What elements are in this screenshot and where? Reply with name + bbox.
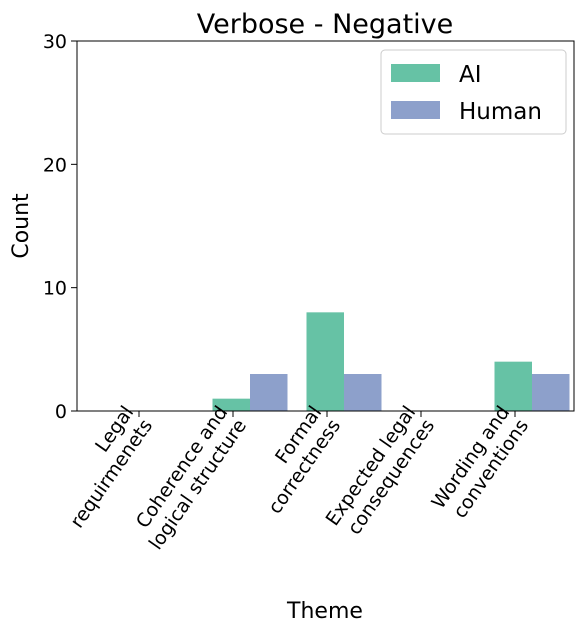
- x-tick-label-text: Expected legalconsequences: [322, 402, 440, 543]
- plot-frame: [76, 40, 575, 412]
- bar-human-4: [532, 374, 570, 411]
- bar-ai-4: [494, 361, 532, 411]
- chart-title: Verbose - Negative: [197, 9, 454, 40]
- legend: AI Human: [380, 49, 567, 135]
- x-tick-label: Formalcorrectness: [245, 402, 345, 518]
- x-tick-label: Expected legalconsequences: [322, 402, 440, 543]
- y-tick-label: 20: [43, 154, 67, 176]
- legend-label-ai: AI: [459, 62, 482, 88]
- x-tick-label: Wording andconventions: [427, 402, 533, 526]
- legend-swatch-human: [391, 101, 440, 119]
- x-axis-label: Theme: [286, 599, 363, 624]
- x-tick-label-text: Formalcorrectness: [245, 402, 345, 518]
- y-tick-label: 30: [43, 31, 67, 53]
- x-tick-label-text: Wording andconventions: [427, 402, 533, 526]
- bar-ai-2: [306, 312, 344, 411]
- y-axis: 0 10 20 30: [43, 31, 77, 423]
- bar-human-2: [344, 374, 382, 411]
- bar-human-1: [250, 374, 288, 411]
- legend-swatch-ai: [391, 64, 440, 82]
- bars-group: [212, 312, 570, 411]
- y-axis-label: Count: [9, 193, 34, 259]
- y-tick-label: 10: [43, 278, 67, 300]
- bar-ai-1: [212, 398, 250, 411]
- y-tick-label: 0: [55, 401, 67, 423]
- legend-label-human: Human: [459, 99, 542, 125]
